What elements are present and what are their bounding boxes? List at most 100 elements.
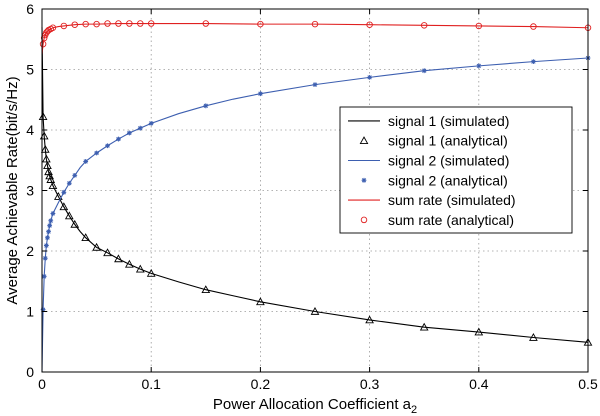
data-point-signal-2-analytical [105,143,110,149]
data-point-sum-rate-analytical [475,22,483,30]
data-point-signal-1-analytical [48,181,58,189]
legend-swatch-signal-1-analytical [359,136,369,145]
legend-label-sum-rate-analytical: sum rate (analytical) [388,212,514,228]
data-point-sum-rate-analytical [366,21,373,28]
data-point-signal-1-analytical [40,144,50,153]
data-point-signal-2-analytical [148,120,154,126]
data-point-signal-1-analytical [42,154,51,163]
y-tick-label: 4 [26,122,34,138]
data-point-sum-rate-analytical [71,21,79,28]
data-point-signal-1-analytical [38,112,48,121]
data-point-signal-1-analytical [124,259,134,268]
data-point-signal-2-analytical [116,136,121,142]
data-point-signal-1-analytical [46,175,56,183]
legend-label-signal-2-simulated: signal 2 (simulated) [388,153,509,169]
legend-swatch-signal-2-analytical [361,177,367,183]
x-tick-label: 0.5 [578,376,598,392]
data-point-signal-2-analytical [66,180,72,186]
y-tick-label: 2 [26,243,34,259]
data-point-signal-1-analytical [474,327,484,336]
x-tick-label: 0.4 [469,376,489,392]
data-point-signal-2-analytical [367,74,372,80]
data-point-signal-1-analytical [135,264,145,273]
legend-label-signal-1-simulated: signal 1 (simulated) [388,113,509,129]
data-point-signal-1-analytical [365,315,374,324]
data-point-signal-1-analytical [201,285,211,294]
data-point-sum-rate-analytical [137,20,144,27]
tick-layer: 0 0.1 0.2 0.3 0.4 0.5 0 1 2 3 4 5 6 [26,1,598,392]
data-point-sum-rate-analytical [126,20,133,27]
data-point-sum-rate-analytical [257,20,264,28]
x-axis-title-subscript: 2 [411,404,417,416]
data-point-signal-1-analytical [43,161,52,170]
data-point-signal-2-analytical [40,307,46,313]
data-point-signal-1-analytical [529,332,538,341]
legend-marker-signal-2-analytical [361,177,367,183]
data-point-signal-2-analytical [203,103,209,109]
data-point-signal-1-analytical [54,192,63,200]
legend-marker-signal-1-analytical [359,136,369,145]
data-point-signal-2-analytical [312,82,318,88]
data-point-signal-1-analytical [310,306,320,315]
data-point-sum-rate-analytical [420,22,428,29]
legend-box [339,106,573,234]
legend-marker-sum-rate-analytical [360,216,368,224]
data-point-sum-rate-analytical [49,24,57,32]
series-markers-sum-rate-analytical [39,20,592,48]
data-point-signal-2-analytical [43,243,49,248]
data-point-signal-1-analytical [64,211,74,220]
data-point-sum-rate-analytical [82,20,89,28]
data-point-signal-2-analytical [47,223,53,228]
data-point-signal-1-analytical [59,202,69,211]
x-tick-label: 0 [38,376,46,392]
x-tick-label: 0.1 [141,376,161,392]
data-point-signal-2-analytical [48,218,54,224]
data-point-signal-1-analytical [81,233,91,242]
data-point-sum-rate-analytical [202,20,210,27]
data-point-signal-2-analytical [126,130,132,136]
data-point-signal-2-analytical [476,63,482,69]
data-point-signal-1-analytical [103,248,112,257]
data-point-sum-rate-analytical [115,20,122,27]
legend-swatch-sum-rate-analytical [360,216,368,224]
data-point-signal-2-analytical [72,172,78,178]
data-point-sum-rate-analytical [530,23,537,30]
data-point-signal-2-analytical [45,235,50,241]
data-point-sum-rate-analytical [147,20,155,27]
y-tick-label: 0 [26,364,34,380]
x-axis-title-text: Power Allocation Coefficient a [213,396,412,413]
data-point-signal-2-analytical [42,255,48,261]
legend-label-signal-1-analytical: signal 1 (analytical) [388,133,508,149]
data-point-signal-1-analytical [114,254,123,263]
data-point-signal-2-analytical [137,125,143,131]
data-point-signal-2-analytical [94,150,99,156]
data-point-signal-2-analytical [421,68,427,74]
legend-label-sum-rate-simulated: sum rate (simulated) [388,192,516,208]
legend-label-signal-2-analytical: signal 2 (analytical) [388,172,508,188]
data-point-signal-1-analytical [146,268,156,277]
legend: signal 1 (simulated) signal 1 (analytical… [339,106,573,234]
y-tick-label: 1 [26,304,34,320]
data-point-sum-rate-analytical [311,20,319,28]
data-point-signal-2-analytical [258,91,263,97]
data-point-signal-2-analytical [531,59,536,65]
data-point-signal-2-analytical [46,229,51,235]
y-tick-label: 3 [26,183,34,199]
x-axis-title: Power Allocation Coefficient a2 [213,396,417,416]
data-point-signal-2-analytical [83,159,89,164]
series-line-signal-1-simulated [41,27,589,343]
data-point-signal-2-analytical [41,274,47,279]
data-point-sum-rate-analytical [104,20,111,27]
data-point-signal-1-analytical [70,219,80,228]
x-tick-label: 0.2 [251,376,271,392]
y-tick-label: 6 [26,1,34,17]
data-point-sum-rate-analytical [39,40,47,48]
data-point-sum-rate-analytical [60,22,68,30]
data-point-sum-rate-analytical [40,34,48,42]
data-point-signal-2-analytical [50,211,56,216]
data-point-signal-1-analytical [256,297,265,306]
y-axis-title: Average Achievable Rate(bit/s/Hz) [4,76,21,304]
x-tick-label: 0.3 [360,376,380,392]
data-point-signal-1-analytical [92,242,101,251]
